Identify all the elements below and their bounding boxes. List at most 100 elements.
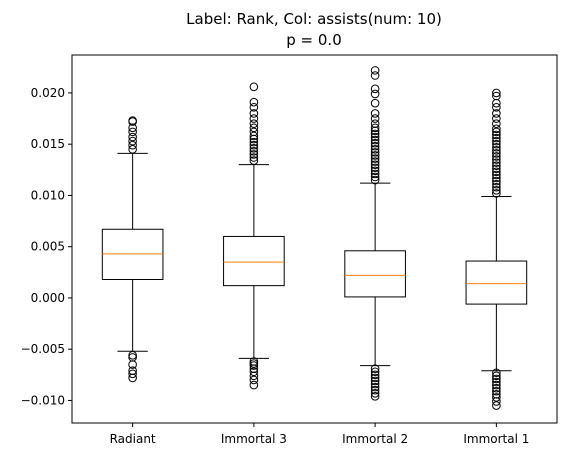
outlier-point (249, 150, 259, 159)
outlier-point (492, 139, 501, 149)
outlier-point (492, 189, 501, 198)
outlier-point (128, 116, 137, 125)
outlier-point (370, 132, 380, 142)
outlier-point (492, 374, 501, 384)
outlier-point (370, 89, 380, 99)
outlier-point (370, 157, 380, 166)
outlier-point (492, 91, 501, 101)
outlier-point (128, 369, 137, 379)
outlier-point (370, 151, 380, 160)
x-tick-label: Immortal 3 (221, 432, 287, 446)
y-tick-label: 0.000 (31, 291, 65, 305)
axes-frame (71, 54, 558, 424)
outlier-point (370, 385, 380, 395)
outlier-point (370, 160, 380, 169)
outlier-point (249, 140, 259, 150)
chart-title: Label: Rank, Col: assists(num: 10) (186, 10, 442, 28)
outlier-point (492, 380, 501, 390)
outlier-point (492, 146, 501, 155)
outlier-point (492, 102, 501, 112)
y-tick-label: −0.010 (21, 393, 65, 407)
outlier-point (249, 119, 259, 128)
outlier-point (492, 397, 501, 406)
outlier-point (492, 133, 501, 143)
outlier-point (370, 388, 380, 398)
outlier-point (249, 137, 259, 147)
outlier-point (249, 97, 259, 107)
outlier-point (370, 166, 380, 176)
outlier-point (128, 136, 137, 146)
x-tick-label: Immortal 2 (342, 432, 408, 446)
outlier-point (370, 370, 380, 380)
outlier-point (370, 109, 380, 118)
outlier-point (492, 164, 501, 174)
outlier-point (492, 179, 501, 189)
box-iqr (344, 250, 406, 298)
outlier-point (370, 71, 380, 80)
outlier-point (492, 176, 501, 186)
outlier-point (249, 371, 259, 381)
outlier-point (128, 145, 137, 154)
outlier-point (492, 119, 501, 128)
outlier-point (370, 163, 380, 173)
outlier-point (249, 109, 259, 118)
y-tick-label: 0.010 (31, 188, 65, 202)
outlier-point (492, 161, 501, 171)
outlier-point (370, 364, 380, 373)
y-tick-label: 0.015 (31, 137, 65, 151)
outlier-point (492, 170, 501, 180)
box-iqr (465, 260, 528, 305)
outlier-point (492, 130, 501, 140)
outlier-point (370, 135, 380, 145)
outlier-point (249, 380, 259, 390)
outlier-point (249, 153, 259, 162)
outlier-point (249, 359, 259, 368)
outlier-point (370, 138, 380, 148)
outlier-point (370, 141, 380, 151)
outlier-point (492, 182, 501, 192)
outlier-point (492, 173, 501, 183)
outlier-point (492, 401, 501, 410)
outlier-point (249, 123, 259, 133)
outlier-point (492, 127, 501, 137)
outlier-point (370, 123, 380, 133)
outlier-point (492, 368, 501, 378)
outlier-point (370, 379, 380, 389)
outlier-point (370, 129, 380, 139)
outlier-point (492, 142, 501, 152)
outlier-point (492, 109, 501, 118)
outlier-point (492, 155, 501, 164)
outlier-point (492, 393, 501, 402)
outlier-point (249, 127, 259, 137)
outlier-point (492, 158, 501, 167)
outlier-point (370, 66, 380, 75)
outlier-point (249, 82, 259, 92)
outlier-point (370, 382, 380, 392)
outlier-point (370, 376, 380, 386)
outlier-point (370, 169, 380, 179)
outlier-point (370, 373, 380, 383)
outlier-point (370, 392, 380, 401)
outlier-point (492, 88, 501, 98)
outlier-point (492, 136, 501, 146)
box-iqr (101, 228, 164, 280)
outlier-point (492, 114, 501, 123)
outlier-point (249, 156, 259, 165)
outlier-point (492, 383, 501, 393)
outlier-point (492, 186, 501, 195)
outlier-point (370, 98, 380, 108)
outlier-point (128, 140, 137, 150)
outlier-point (128, 373, 137, 383)
y-tick-label: 0.020 (31, 86, 65, 100)
outlier-point (128, 360, 137, 369)
outlier-point (249, 367, 259, 377)
outlier-point (249, 102, 259, 112)
outlier-point (249, 131, 259, 141)
outlier-point (370, 367, 380, 377)
outlier-point (249, 143, 259, 153)
outlier-point (249, 375, 259, 385)
outlier-point (492, 371, 501, 381)
x-tick-label: Immortal 1 (463, 432, 529, 446)
